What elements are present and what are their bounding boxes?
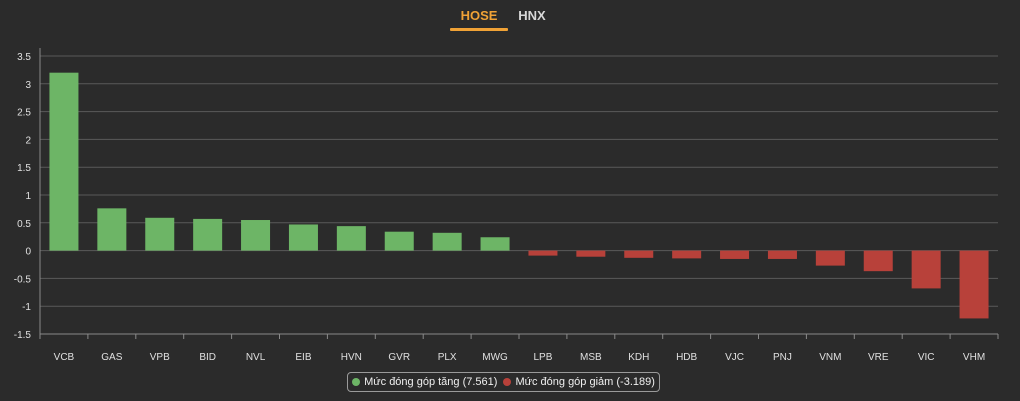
y-tick-label: -1.5 (14, 330, 32, 341)
bar-mwg (480, 237, 510, 251)
x-tick-label: GVR (388, 352, 410, 363)
tab-hnx[interactable]: HNX (518, 8, 546, 23)
contribution-bar-chart: 3.5 3 2.5 2 1.5 1 0.5 0 -0.5 -1 -1.5 VCB GAS VPB BID NV… (14, 48, 999, 363)
bar-pnj (767, 250, 797, 259)
x-tick-label: VPB (150, 352, 170, 363)
x-tick-label: LPB (533, 352, 552, 363)
chart-legend: Mức đóng góp tăng (7.561) Mức đóng góp g… (347, 372, 660, 392)
x-tick-label: NVL (246, 352, 266, 363)
x-tick-label: VNM (819, 352, 841, 363)
y-tick-label: 0 (25, 247, 31, 258)
x-tick-label: VIC (918, 352, 935, 363)
bar-kdh (624, 250, 654, 258)
x-tick-label: KDH (628, 352, 649, 363)
bar-hvn (336, 226, 366, 251)
bar-vjc (720, 250, 750, 259)
legend-label-positive: Mức đóng góp tăng (7.561) (364, 376, 498, 388)
bar-vre (863, 250, 893, 272)
exchange-tabs: HOSE HNX (0, 0, 1020, 34)
bar-eib (288, 224, 318, 251)
bar-plx (432, 232, 462, 251)
y-tick-label: -0.5 (14, 274, 32, 285)
y-tick-label: 1.5 (17, 163, 31, 174)
bar-lpb (528, 250, 558, 256)
x-tick-label: MWG (482, 352, 508, 363)
bar-vpb (145, 217, 175, 251)
bar-vcb (49, 72, 79, 251)
x-tick-label: VRE (868, 352, 889, 363)
bar-nvl (241, 220, 271, 251)
y-tick-label: 2 (25, 135, 31, 146)
bar-hdb (672, 250, 702, 259)
x-tick-label: PLX (438, 352, 457, 363)
bar-msb (576, 250, 606, 257)
y-tick-label: 1 (25, 191, 31, 202)
legend-label-negative: Mức đóng góp giảm (-3.189) (515, 376, 655, 388)
bar-vnm (815, 250, 845, 266)
x-tick-label: HDB (676, 352, 697, 363)
tab-active-underline (450, 28, 508, 31)
y-tick-label: 3 (25, 80, 31, 91)
x-tick-label: MSB (580, 352, 602, 363)
x-tick-label: GAS (101, 352, 122, 363)
tab-hose[interactable]: HOSE (460, 8, 498, 23)
legend-dot-negative-icon (503, 378, 512, 386)
legend-item-negative[interactable]: Mức đóng góp giảm (-3.189) (503, 376, 655, 388)
y-tick-label: 3.5 (17, 52, 31, 63)
x-tick-label: EIB (295, 352, 311, 363)
x-tick-label: HVN (341, 352, 362, 363)
bar-bid (193, 218, 223, 251)
x-tick-label: VHM (963, 352, 985, 363)
x-tick-label: PNJ (773, 352, 792, 363)
legend-dot-positive-icon (352, 378, 361, 386)
bar-gas (97, 208, 127, 251)
x-tick-label: VJC (725, 352, 744, 363)
bar-gvr (384, 231, 414, 251)
y-tick-label: 2.5 (17, 108, 31, 119)
x-tick-label: VCB (54, 352, 75, 363)
legend-item-positive[interactable]: Mức đóng góp tăng (7.561) (352, 376, 497, 388)
bar-vic (911, 250, 941, 289)
x-tick-label: BID (199, 352, 216, 363)
bar-vhm (959, 250, 989, 319)
y-tick-label: 0.5 (17, 219, 31, 230)
y-tick-label: -1 (22, 302, 31, 313)
